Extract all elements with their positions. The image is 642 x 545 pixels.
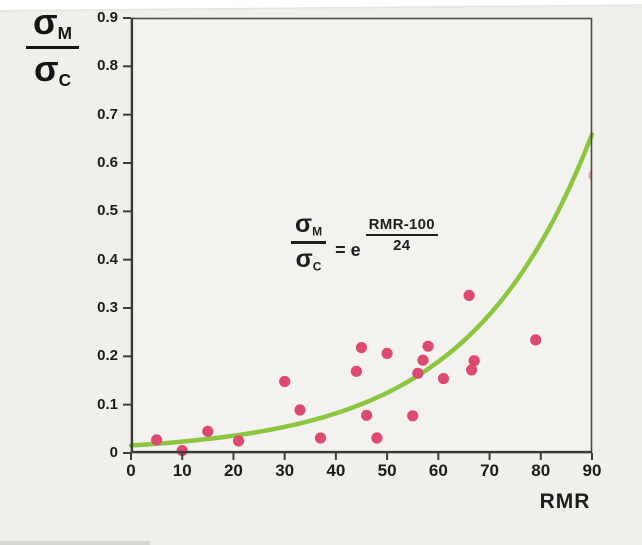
data-point [294, 404, 306, 416]
data-point [468, 355, 480, 367]
x-tick-label: 20 [223, 461, 243, 480]
x-tick-label: 90 [582, 461, 602, 480]
plot-background [131, 18, 592, 453]
data-point [202, 425, 214, 437]
y-tick-label: 0.4 [97, 250, 118, 268]
x-axis-title: RMR [539, 490, 591, 513]
data-point [422, 340, 434, 352]
data-point [412, 367, 424, 379]
x-tick-label: 40 [326, 461, 346, 480]
fit-curve [128, 132, 595, 448]
sigma-c-symbol: σC [33, 48, 72, 91]
x-tick-label: 0 [126, 461, 136, 480]
y-tick-label: 0.9 [97, 9, 118, 26]
sigma-m-symbol: σM [26, 4, 80, 50]
plot-area: σM σC = e RMR-100 24 [123, 17, 595, 460]
x-tick-label: 30 [275, 461, 295, 480]
data-point [151, 434, 163, 446]
y-tick-label: 0.7 [97, 105, 118, 123]
data-point [466, 364, 478, 376]
data-point [355, 342, 368, 354]
y-tick-label: 0 [109, 444, 118, 461]
chart-canvas [123, 17, 595, 460]
x-tick-label: 70 [480, 461, 499, 480]
paper-scan-smudge [0, 541, 150, 545]
x-tick-label: 50 [377, 461, 397, 480]
y-tick-label: 0.6 [97, 154, 118, 171]
data-point [361, 409, 373, 421]
data-point [437, 373, 450, 385]
data-point [350, 365, 362, 377]
data-point [371, 432, 383, 444]
data-point [381, 347, 393, 359]
x-tick-label: 10 [172, 461, 192, 480]
y-axis-title: σM σC [26, 4, 80, 91]
data-point [530, 334, 542, 346]
data-point [233, 435, 245, 447]
edge-data-point [588, 169, 592, 181]
y-tick-label: 0.3 [97, 299, 118, 316]
data-point [279, 375, 291, 388]
equation-lhs-fraction: σM σC [291, 212, 327, 273]
data-point [463, 289, 475, 301]
data-point [314, 432, 327, 444]
data-point [407, 410, 419, 422]
x-tick-label: 60 [428, 461, 448, 480]
fit-equation: σM σC = e RMR-100 24 [291, 212, 438, 273]
data-point [176, 445, 188, 457]
y-tick-label: 0.2 [97, 347, 118, 365]
data-point [417, 354, 429, 366]
x-tick-label: 80 [531, 461, 551, 480]
equation-equals-e: = e [335, 239, 361, 260]
y-tick-label: 0.8 [97, 57, 118, 75]
equation-exponent-fraction: RMR-100 24 [365, 216, 438, 255]
y-tick-label: 0.5 [97, 202, 118, 220]
y-tick-label: 0.1 [97, 395, 118, 413]
